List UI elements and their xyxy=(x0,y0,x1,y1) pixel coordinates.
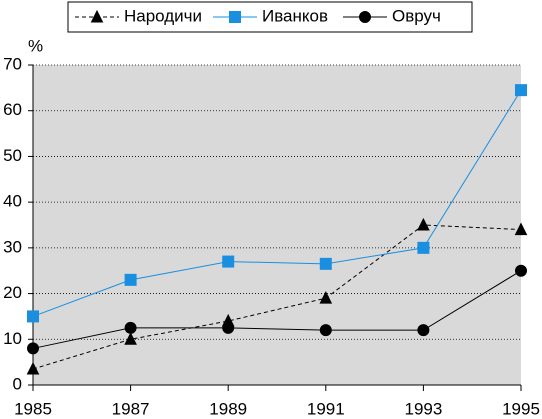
data-point xyxy=(222,255,235,268)
x-tick-label: 1991 xyxy=(307,399,345,418)
y-tick-label: 40 xyxy=(3,192,22,211)
legend-box xyxy=(67,1,473,33)
data-point xyxy=(319,324,332,337)
y-tick-label: 0 xyxy=(13,374,22,393)
data-point xyxy=(515,264,527,277)
data-point xyxy=(124,273,137,286)
x-tick-label: 1993 xyxy=(404,399,442,418)
legend-label: Овруч xyxy=(392,6,441,25)
series-line xyxy=(32,224,522,370)
y-axis-label: % xyxy=(28,36,43,55)
data-point xyxy=(417,324,430,337)
x-tick-label: 1989 xyxy=(209,399,247,418)
data-point xyxy=(417,241,430,254)
series-line xyxy=(32,89,522,317)
legend-marker xyxy=(359,11,371,23)
data-point xyxy=(514,222,528,236)
y-tick-label: 60 xyxy=(3,100,22,119)
x-tick-label: 1995 xyxy=(502,399,540,418)
data-point xyxy=(124,321,137,334)
plot-area xyxy=(33,65,521,385)
x-tick-label: 1985 xyxy=(14,399,52,418)
legend-label: Народичи xyxy=(124,6,202,25)
y-tick-label: 50 xyxy=(3,146,22,165)
data-point xyxy=(27,342,39,355)
data-point xyxy=(124,332,137,345)
series-line xyxy=(32,270,522,349)
data-point xyxy=(319,291,333,304)
data-point xyxy=(515,84,527,97)
data-point xyxy=(319,257,332,270)
y-tick-label: 10 xyxy=(3,329,22,348)
data-point xyxy=(417,217,430,231)
data-point xyxy=(222,321,235,334)
data-point xyxy=(27,310,39,323)
x-tick-label: 1987 xyxy=(112,399,150,418)
legend-marker xyxy=(90,9,104,23)
y-tick-label: 30 xyxy=(3,237,22,256)
legend-marker xyxy=(229,11,241,23)
y-tick-label: 20 xyxy=(3,283,22,302)
legend-label: Иванков xyxy=(262,6,328,25)
y-tick-label: 70 xyxy=(3,54,22,73)
data-point xyxy=(26,361,40,375)
